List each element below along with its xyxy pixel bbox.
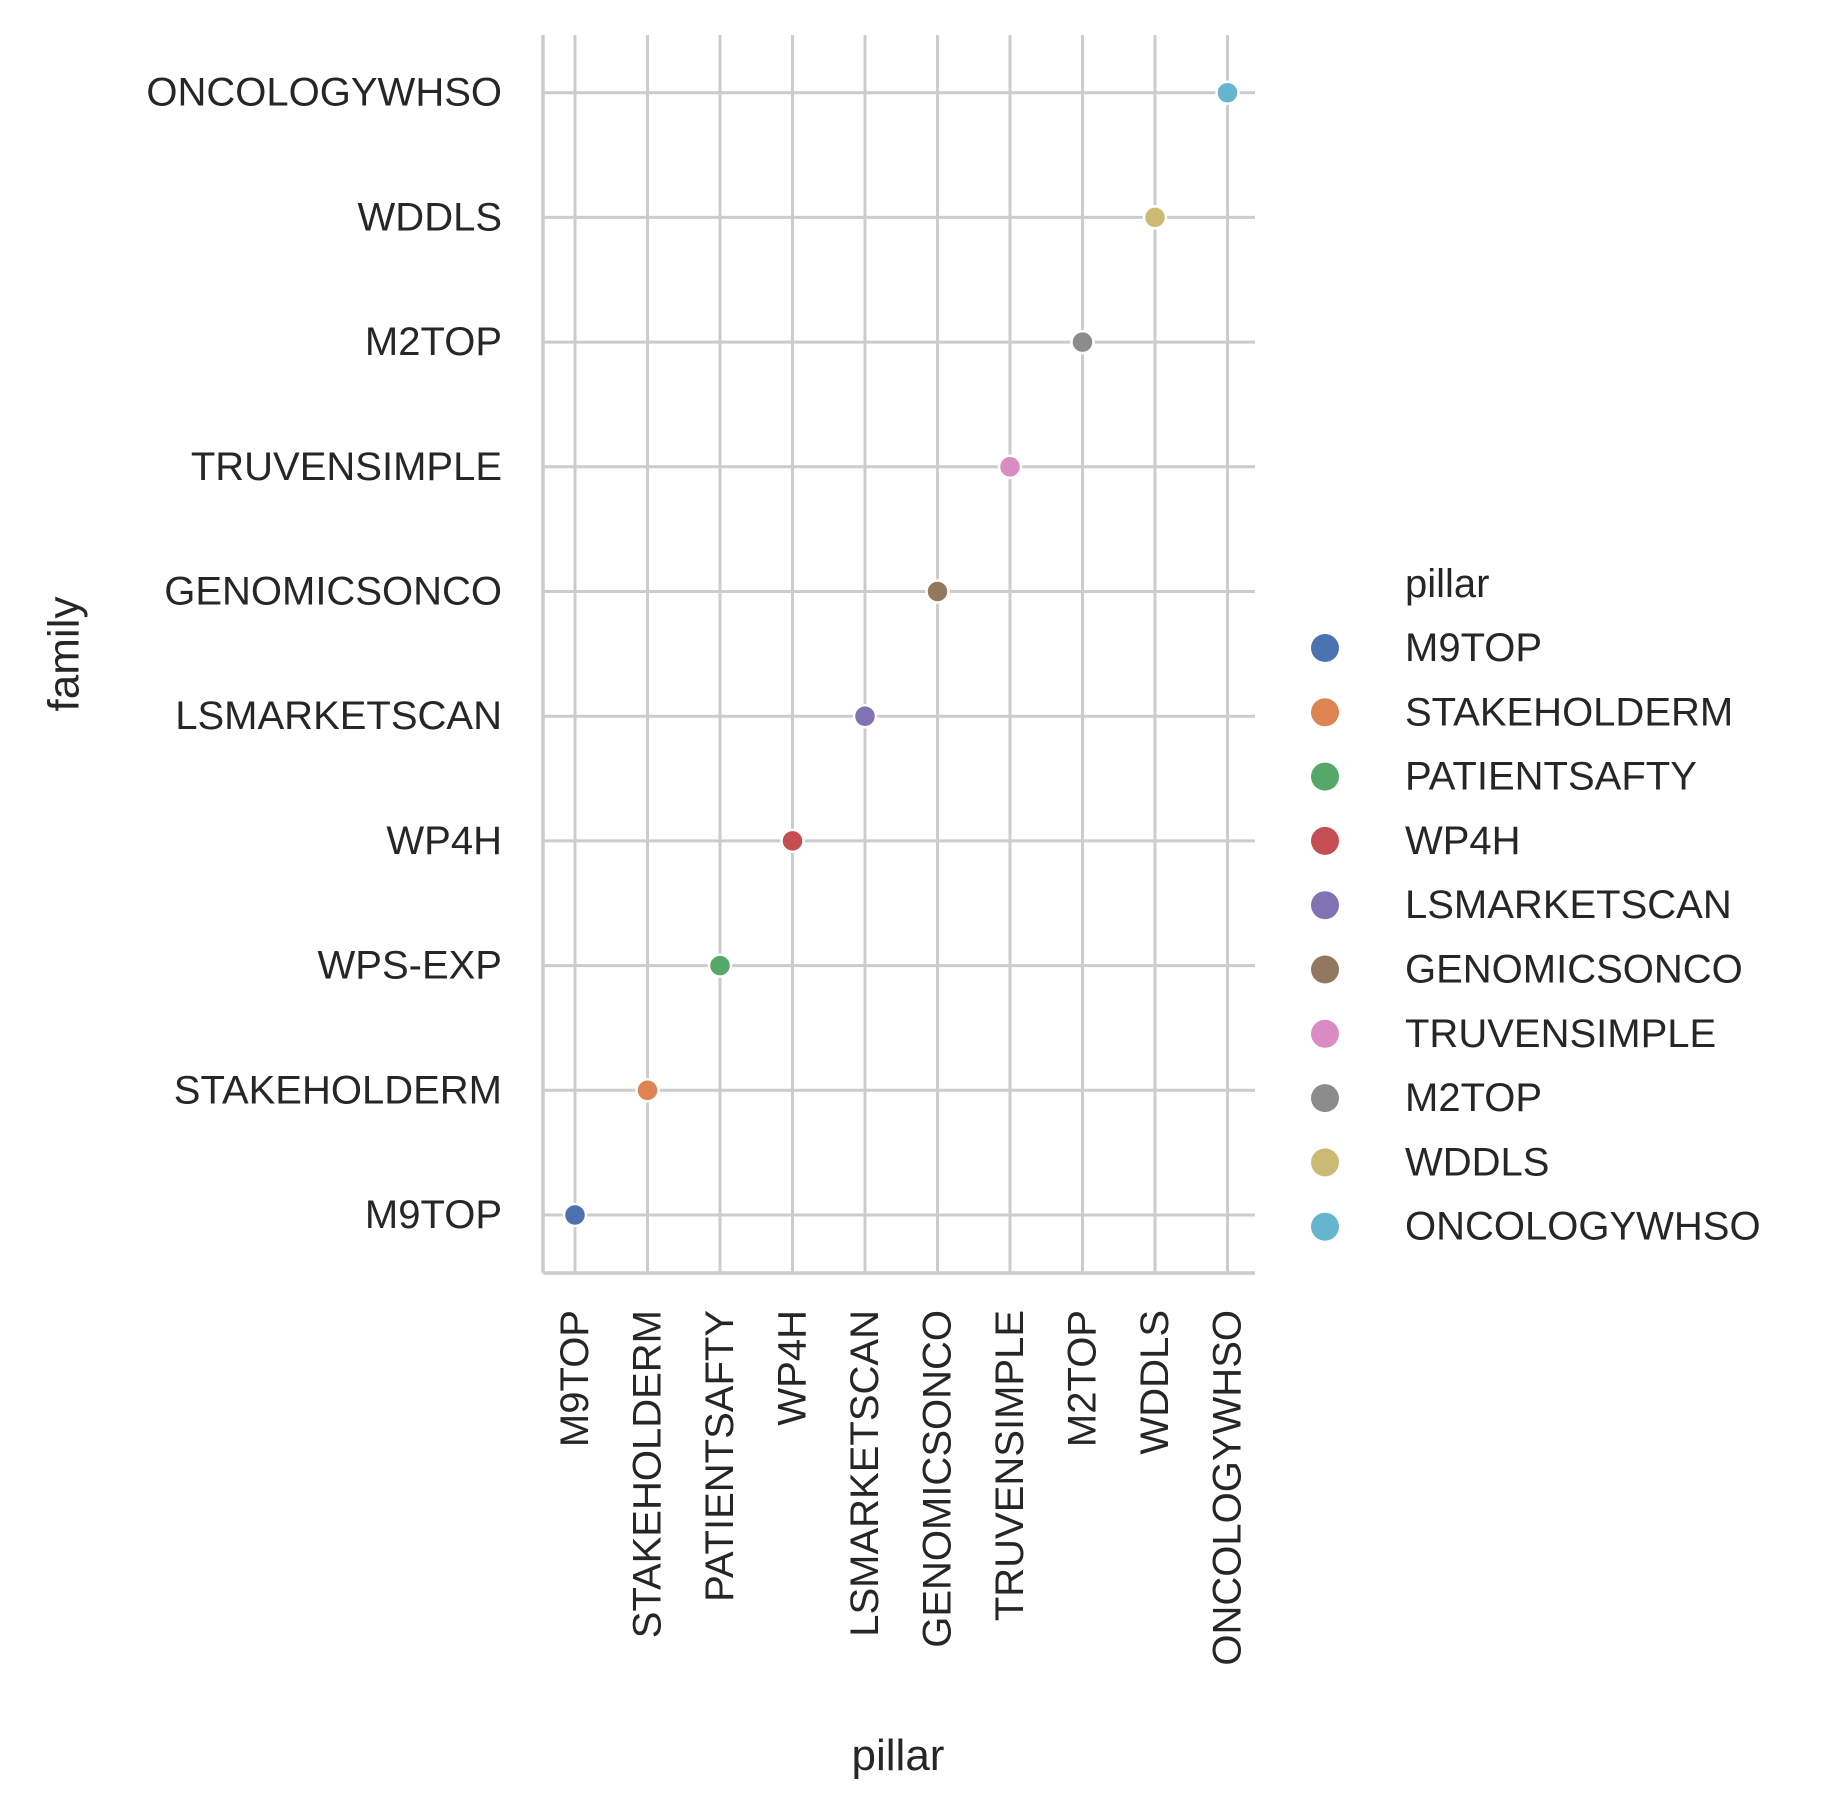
x-tick-label: LSMARKETSCAN — [843, 1310, 887, 1637]
data-point — [562, 1202, 588, 1228]
y-tick-label: STAKEHOLDERM — [174, 1068, 502, 1112]
legend-marker — [1311, 826, 1339, 855]
y-tick-label: GENOMICSONCO — [164, 570, 502, 614]
y-tick-labels: M9TOP STAKEHOLDERM WPS-EXP WP4H LSMARKETSCAN… — [146, 71, 502, 1237]
x-tick-label: STAKEHOLDERM — [626, 1310, 670, 1638]
data-point — [1070, 329, 1095, 355]
y-axis-title: family — [40, 597, 89, 712]
legend-label: WP4H — [1405, 819, 1521, 863]
legend-label: STAKEHOLDERM — [1405, 690, 1733, 734]
legend-marker — [1311, 1084, 1339, 1113]
y-tick-label: WP4H — [386, 819, 502, 863]
legend-label: GENOMICSONCO — [1405, 948, 1743, 992]
legend-marker — [1311, 698, 1339, 727]
legend-marker — [1311, 1212, 1339, 1241]
data-point — [707, 953, 733, 978]
y-tick-label: WPS-EXP — [318, 944, 502, 988]
legend-items: M9TOP STAKEHOLDERM PATIENTSAFTY WP4H LSMARKE… — [1311, 626, 1761, 1249]
data-point — [925, 579, 950, 604]
data-point — [1142, 205, 1168, 230]
legend-label: TRUVENSIMPLE — [1405, 1012, 1716, 1056]
legend-label: LSMARKETSCAN — [1405, 883, 1732, 927]
legend-label: M2TOP — [1405, 1076, 1542, 1120]
x-tick-label: TRUVENSIMPLE — [988, 1310, 1032, 1621]
x-tick-label: PATIENTSAFTY — [698, 1310, 742, 1602]
data-point — [852, 703, 878, 729]
x-tick-labels: M9TOP STAKEHOLDERM PATIENTSAFTY WP4H LSMARKE… — [553, 1310, 1250, 1666]
legend-title: pillar — [1405, 562, 1489, 606]
legend-marker — [1311, 1019, 1339, 1048]
legend-label: ONCOLOGYWHSO — [1405, 1205, 1761, 1249]
legend: pillar M9TOP STAKEHOLDERM PATIENTSAFTY WP4H… — [1311, 562, 1761, 1249]
legend-label: WDDLS — [1405, 1140, 1549, 1184]
data-point — [635, 1078, 660, 1103]
x-tick-label: ONCOLOGYWHSO — [1206, 1310, 1250, 1666]
y-tick-label: M2TOP — [365, 320, 502, 364]
x-tick-label: M2TOP — [1061, 1310, 1105, 1447]
y-tick-label: M9TOP — [365, 1193, 502, 1237]
x-tick-label: GENOMICSONCO — [916, 1310, 960, 1648]
legend-marker — [1311, 955, 1339, 984]
legend-marker — [1311, 634, 1339, 662]
legend-marker — [1311, 1148, 1339, 1177]
legend-label: M9TOP — [1405, 626, 1542, 670]
y-tick-label: WDDLS — [358, 195, 502, 239]
y-tick-label: LSMARKETSCAN — [175, 694, 502, 738]
x-axis-title: pillar — [852, 1731, 945, 1780]
y-tick-label: ONCOLOGYWHSO — [146, 71, 502, 115]
x-tick-label: M9TOP — [553, 1310, 597, 1447]
legend-marker — [1311, 891, 1339, 920]
grid-layer — [543, 35, 1255, 1273]
legend-marker — [1311, 762, 1339, 791]
axis-spines — [541, 35, 1255, 1275]
x-tick-label: WDDLS — [1133, 1310, 1177, 1454]
data-point — [997, 454, 1023, 480]
legend-label: PATIENTSAFTY — [1405, 755, 1697, 799]
y-tick-label: TRUVENSIMPLE — [191, 445, 502, 489]
data-points — [562, 80, 1240, 1228]
data-point — [780, 828, 805, 854]
x-tick-label: WP4H — [771, 1310, 815, 1426]
data-point — [1215, 80, 1240, 105]
